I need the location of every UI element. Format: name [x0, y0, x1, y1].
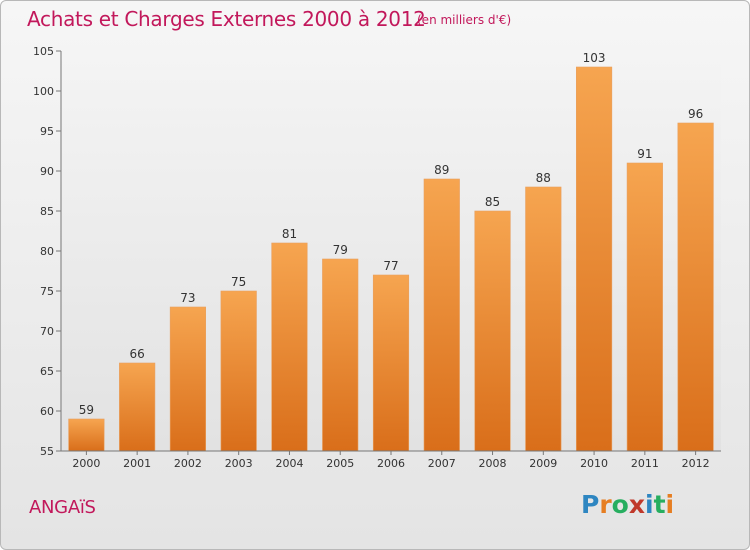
value-label-2010: 103 [583, 51, 606, 65]
logo-letter: t [653, 490, 666, 519]
logo-letter: i [665, 490, 675, 519]
value-label-2004: 81 [282, 227, 297, 241]
proxiti-logo[interactable]: Proxiti [581, 490, 674, 519]
x-tick-label-2002: 2002 [174, 457, 202, 470]
town-name: ANGAïS [29, 497, 96, 518]
bar-2006 [372, 274, 410, 452]
bars: 59 66 73 75 81 79 77 89 85 88 103 91 96 [68, 51, 714, 452]
value-label-2005: 79 [333, 243, 348, 257]
y-tick-label: 70 [40, 325, 54, 338]
y-tick-label: 100 [33, 85, 54, 98]
y-tick-label: 65 [40, 365, 54, 378]
logo-letter: o [611, 490, 629, 519]
logo-letter: r [599, 490, 612, 519]
x-tick-label-2005: 2005 [326, 457, 354, 470]
bar-2012 [677, 122, 714, 452]
x-tick-label-2003: 2003 [225, 457, 253, 470]
x-tick-label-2007: 2007 [428, 457, 456, 470]
value-label-2002: 73 [180, 291, 195, 305]
y-tick-label: 80 [40, 245, 54, 258]
x-tick-label-2008: 2008 [479, 457, 507, 470]
y-tick-label: 75 [40, 285, 54, 298]
value-label-2011: 91 [637, 147, 652, 161]
y-tick-label: 90 [40, 165, 54, 178]
bar-2004 [271, 242, 308, 452]
value-label-2012: 96 [688, 107, 703, 121]
bar-2001 [119, 362, 156, 452]
y-tick-label: 105 [33, 45, 54, 58]
logo-letter: i [645, 490, 654, 519]
bar-2003 [220, 290, 257, 452]
bar-2009 [525, 186, 562, 452]
bar-2002 [169, 306, 206, 452]
value-label-2000: 59 [79, 403, 94, 417]
bar-2000 [68, 418, 105, 452]
y-tick-label: 95 [40, 125, 54, 138]
bar-2005 [322, 258, 359, 452]
chart-title: Achats et Charges Externes 2000 à 2012 [27, 7, 426, 31]
bar-2010 [576, 66, 613, 452]
x-tick-label-2004: 2004 [275, 457, 303, 470]
value-label-2001: 66 [130, 347, 145, 361]
bar-2008 [474, 210, 511, 452]
y-tick-label: 60 [40, 405, 54, 418]
y-tick-label: 85 [40, 205, 54, 218]
logo-letter: P [581, 490, 600, 519]
value-label-2009: 88 [536, 171, 551, 185]
bar-2007 [423, 178, 460, 452]
x-tick-label-2009: 2009 [529, 457, 557, 470]
y-tick-label: 55 [40, 445, 54, 458]
x-tick-label-2011: 2011 [631, 457, 659, 470]
x-tick-label-2006: 2006 [377, 457, 405, 470]
x-tick-label-2010: 2010 [580, 457, 608, 470]
x-tick-label-2001: 2001 [123, 457, 151, 470]
logo-letter: x [628, 490, 645, 519]
chart-subtitle: (en milliers d'€) [417, 13, 512, 27]
value-label-2007: 89 [434, 163, 449, 177]
x-tick-label-2012: 2012 [682, 457, 710, 470]
value-label-2006: 77 [383, 259, 398, 273]
x-tick-label-2000: 2000 [72, 457, 100, 470]
value-label-2008: 85 [485, 195, 500, 209]
bar-2011 [626, 162, 663, 452]
value-label-2003: 75 [231, 275, 246, 289]
y-axis: 55 60 65 70 75 80 85 90 95 100 105 [33, 45, 62, 458]
x-axis: 2000 2001 2002 2003 2004 2005 2006 2007 2008 2009… [61, 450, 721, 470]
